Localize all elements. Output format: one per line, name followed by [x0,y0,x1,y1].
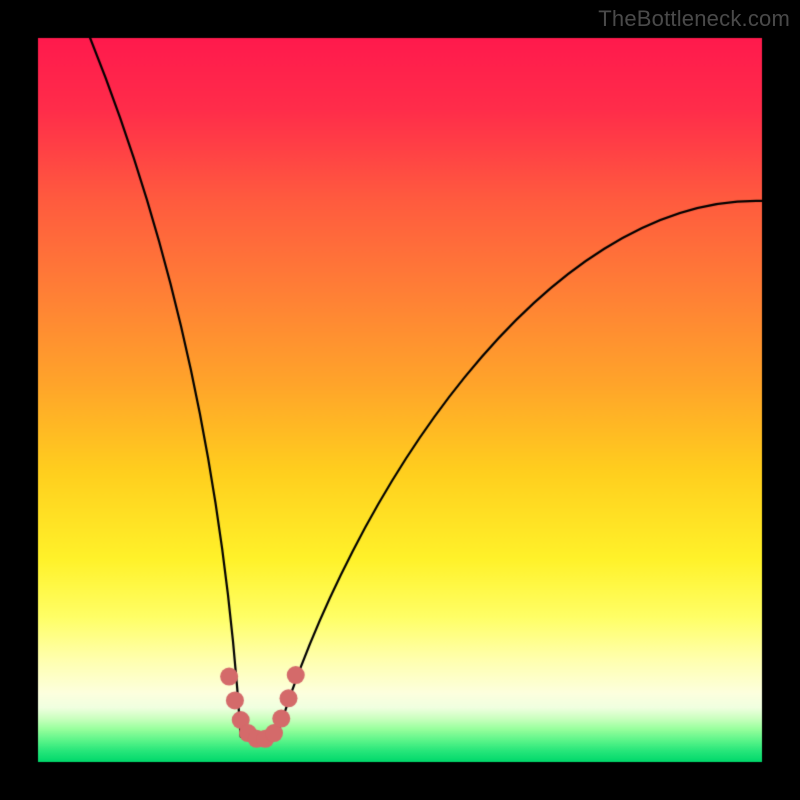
watermark-text: TheBottleneck.com [598,6,790,32]
bottleneck-gradient-chart [0,0,800,800]
